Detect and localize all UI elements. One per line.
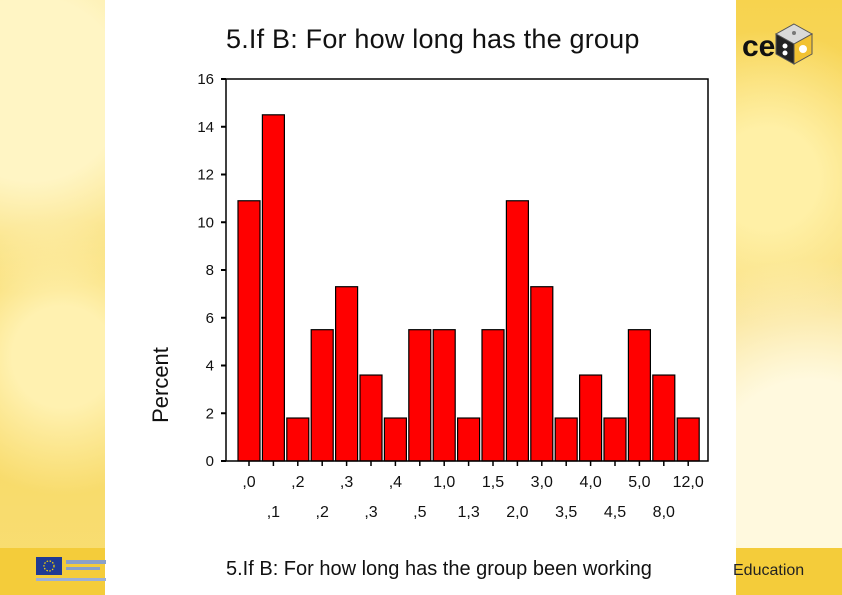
y-tick-label: 10 <box>197 214 214 231</box>
x-tick-label: 3,0 <box>531 474 553 491</box>
right-background-panel <box>736 0 842 595</box>
x-tick-label: 2,0 <box>506 504 528 521</box>
x-tick-label: ,3 <box>364 504 377 521</box>
x-tick-label: ,2 <box>316 504 329 521</box>
bar <box>457 417 481 462</box>
brand-logo-text: ce <box>742 30 776 63</box>
bars-group <box>237 114 700 462</box>
x-tick-label: 4,0 <box>579 474 601 491</box>
left-background-panel <box>0 0 105 595</box>
y-tick-label: 14 <box>197 119 214 136</box>
bar <box>627 329 652 462</box>
x-tick-label: 1,3 <box>457 504 479 521</box>
x-tick-label: 8,0 <box>653 504 675 521</box>
bar <box>359 374 383 462</box>
x-tick-label: 12,0 <box>673 474 704 491</box>
x-tick-label: 5,0 <box>628 474 650 491</box>
x-axis-labels: ,0 ,1 ,2 ,2 ,3 ,3 ,4 ,5 1,01,31,52,03,03,54,04,5… <box>242 461 704 521</box>
x-tick-label: 4,5 <box>604 504 626 521</box>
bar <box>603 417 627 462</box>
x-tick-label: 1,0 <box>433 474 455 491</box>
plot-frame <box>225 78 709 462</box>
bar <box>286 417 310 462</box>
x-tick-label: ,5 <box>413 504 426 521</box>
bar <box>432 329 456 462</box>
x-tick-label: ,4 <box>389 474 402 491</box>
bar <box>310 329 334 462</box>
footer-caption: 5.If B: For how long has the group been … <box>226 558 652 580</box>
y-tick-label: 16 <box>197 71 214 88</box>
y-tick-label: 2 <box>206 405 214 422</box>
bar <box>554 417 578 462</box>
eu-flag-icon <box>36 557 106 581</box>
bar-chart: 0 2 4 6 8 10 12 14 16 ,0 ,1 ,2 ,2 ,3 ,3 ,4 ,5 1,01,31,52… <box>148 71 709 521</box>
bar <box>676 417 700 462</box>
bar <box>383 417 407 462</box>
bar <box>578 374 603 462</box>
y-tick-label: 0 <box>206 453 214 470</box>
y-tick-label: 6 <box>206 310 214 327</box>
x-tick-label: 3,5 <box>555 504 577 521</box>
bar <box>530 286 554 462</box>
bar <box>408 329 432 462</box>
dice-cube-icon <box>774 23 814 65</box>
bar <box>261 114 285 462</box>
y-tick-label: 12 <box>197 167 214 184</box>
bar <box>335 286 359 462</box>
x-tick-label: ,0 <box>242 474 255 491</box>
bar <box>652 374 676 462</box>
footer-white-strip <box>105 548 736 595</box>
y-tick-label: 4 <box>206 358 214 375</box>
x-tick-label: ,3 <box>340 474 353 491</box>
x-tick-label: ,1 <box>267 504 280 521</box>
bar <box>481 329 505 462</box>
slide-title: 5.If B: For how long has the group <box>226 24 640 54</box>
y-axis-ticks: 0 2 4 6 8 10 12 14 16 <box>197 71 226 470</box>
y-tick-label: 8 <box>206 262 214 279</box>
bar <box>237 200 261 462</box>
bar <box>505 200 529 462</box>
y-axis-title: Percent <box>148 347 173 423</box>
x-tick-label: ,2 <box>291 474 304 491</box>
footer-right-text: Education <box>733 562 805 579</box>
x-tick-label: 1,5 <box>482 474 504 491</box>
